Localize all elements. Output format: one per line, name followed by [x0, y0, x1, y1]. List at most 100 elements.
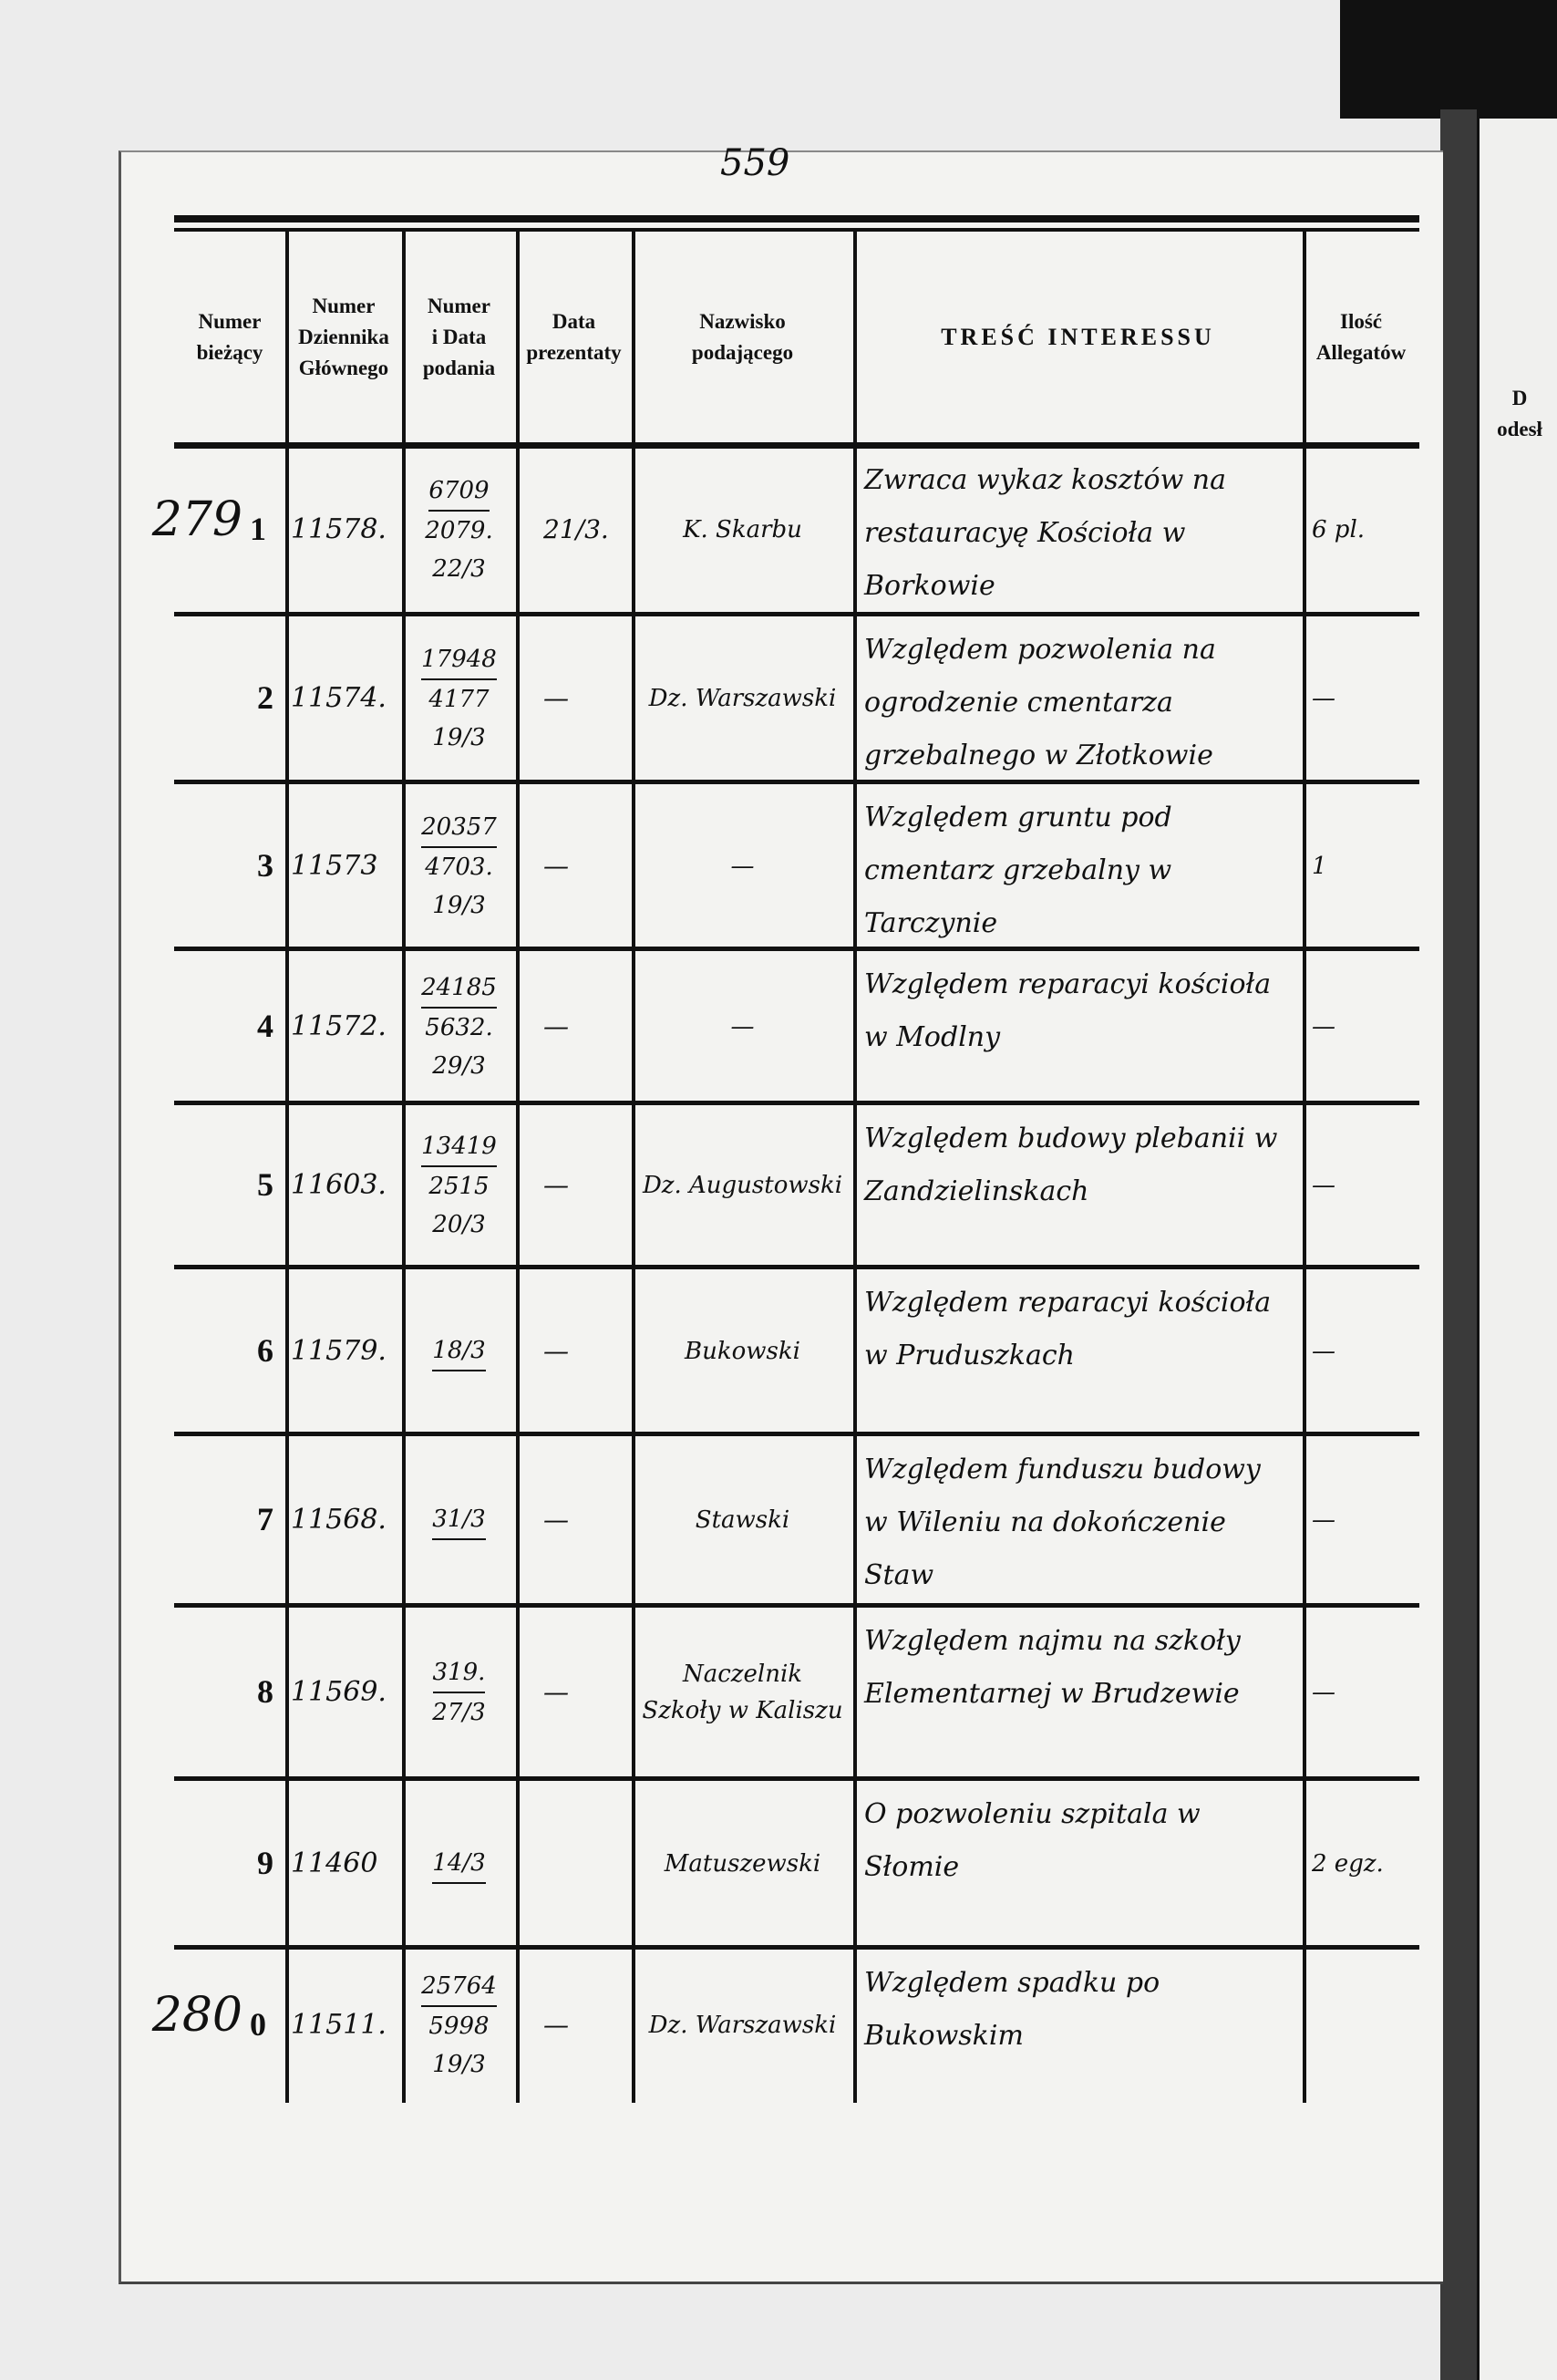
submission-line: 22/3 [432, 555, 486, 583]
header-col7: Ilość Allegatów [1303, 233, 1419, 442]
header-text: Ilość [1340, 310, 1382, 333]
submission-number-date: 24185 5632. 29/3 [402, 957, 516, 1096]
header-text: Dziennika [298, 326, 389, 348]
matter-content: Względem reparacyi kościoła w Modlny [864, 968, 1272, 1053]
header-text: Nazwisko [699, 310, 786, 333]
submission-line: 14/3 [432, 1844, 486, 1884]
attachments-count: 6 pl. [1312, 516, 1366, 543]
journal-number: 11574. [291, 682, 387, 714]
margin-entry-number: 279 [151, 492, 242, 547]
presentation-date: — [543, 2010, 569, 2040]
presentation-date: — [543, 1505, 569, 1535]
submission-line: 25764 [421, 1967, 497, 2007]
attachments-count: — [1312, 1172, 1335, 1199]
matter-content: Względem reparacyi kościoła w Pruduszkac… [864, 1287, 1272, 1371]
journal-number: 11460 [291, 1847, 378, 1879]
entry-number: 6 [257, 1331, 273, 1369]
entry-number: 8 [257, 1673, 273, 1710]
submission-number-date: 17948 4177 19/3 [402, 622, 516, 775]
submission-line: 24185 [421, 968, 497, 1009]
row-rule [174, 1603, 1419, 1608]
submission-line: 5632. [425, 1013, 493, 1041]
submission-number-date: 18/3 [402, 1275, 516, 1427]
column-rule [1303, 228, 1306, 2103]
header-text: Numer [428, 295, 490, 317]
matter-content: Względem spadku po Bukowskim [864, 1967, 1160, 2052]
row-rule [174, 1265, 1419, 1269]
submission-line: 17948 [421, 640, 497, 680]
submission-line: 5998 [428, 2013, 490, 2040]
presentation-date: — [543, 1170, 569, 1200]
column-rule [516, 228, 520, 2103]
journal-number: 11573 [291, 849, 378, 882]
submission-line: 4703. [425, 853, 493, 881]
presentation-date: — [543, 850, 569, 881]
submitter-name: — [730, 852, 755, 880]
submitter-name: Naczelnik Szkoły w Kaliszu [642, 1661, 843, 1724]
submitter-name: Dz. Warszawski [648, 2012, 837, 2039]
header-col3: Numer i Data podania [402, 233, 516, 442]
attachments-count: 1 [1312, 852, 1327, 880]
header-col1: Numer bieżący [174, 233, 285, 442]
page-number: 559 [720, 142, 790, 184]
column-rule [402, 228, 406, 2103]
submission-line: 29/3 [432, 1051, 486, 1080]
submitter-name: K. Skarbu [683, 516, 802, 543]
submitter-name: Dz. Warszawski [648, 685, 837, 712]
submitter-name: Stawski [695, 1506, 790, 1534]
row-rule [174, 1776, 1419, 1781]
header-text: i Data [431, 326, 487, 348]
attachments-count: — [1312, 1506, 1335, 1534]
entry-number: 9 [257, 1844, 273, 1881]
top-rule-thin [174, 228, 1419, 232]
book-gutter [1440, 109, 1477, 2380]
header-text: bieżący [196, 341, 263, 364]
header-col5: Nazwisko podającego [632, 233, 853, 442]
next-page-header: D odesł [1483, 383, 1556, 445]
matter-content: Względem budowy plebanii w Zandzielinska… [864, 1123, 1278, 1207]
submission-line: 20/3 [432, 1211, 486, 1238]
scan-dark-corner [1340, 0, 1557, 119]
header-col6: TREŚĆ INTERESSU [941, 324, 1215, 350]
attachments-count: 2 egz. [1312, 1849, 1384, 1878]
row-rule [174, 442, 1419, 449]
row-rule [174, 1432, 1419, 1436]
next-page-edge: D odesł [1477, 119, 1557, 2380]
journal-number: 11568. [291, 1504, 387, 1536]
next-header-line: odesł [1497, 418, 1542, 440]
entry-number: 3 [257, 846, 273, 884]
submission-line: 2515 [428, 1173, 490, 1200]
submission-number-date: 25764 5998 19/3 [402, 1955, 516, 2095]
submission-line: 13419 [421, 1127, 497, 1167]
entry-number: 4 [257, 1007, 273, 1044]
submitter-name: Bukowski [685, 1337, 800, 1365]
submission-line: 31/3 [432, 1500, 486, 1540]
top-rule [174, 215, 1419, 222]
attachments-count: — [1312, 1679, 1335, 1706]
margin-entry-number: 280 [151, 1988, 242, 2043]
matter-content: Względem pozwolenia na ogrodzenie cmenta… [864, 634, 1216, 771]
submission-line: 2079. [425, 517, 493, 544]
row-rule [174, 612, 1419, 616]
presentation-date: — [543, 683, 569, 713]
row-rule [174, 947, 1419, 951]
journal-number: 11603. [291, 1169, 387, 1201]
matter-content: Względem gruntu pod cmentarz grzebalny w… [864, 802, 1172, 939]
submission-line: 19/3 [432, 724, 486, 751]
entry-number: 7 [257, 1501, 273, 1537]
submission-number-date: 20357 4703. 19/3 [402, 790, 516, 942]
header-col4: Data prezentaty [516, 233, 632, 442]
row-rule [174, 780, 1419, 784]
entry-number: 2 [257, 679, 273, 716]
header-text: podania [422, 357, 496, 379]
row-rule [174, 1101, 1419, 1105]
header-col2: Numer Dziennika Głównego [285, 233, 402, 442]
header-text: Głównego [298, 357, 389, 379]
submission-line: 4177 [428, 686, 490, 713]
entry-number: 5 [257, 1166, 273, 1203]
header-text: Allegatów [1315, 341, 1407, 364]
journal-number: 11569. [291, 1676, 387, 1708]
attachments-count: — [1312, 1337, 1335, 1365]
submission-number-date: 13419 2515 20/3 [402, 1111, 516, 1260]
submission-number-date: 14/3 [402, 1786, 516, 1940]
